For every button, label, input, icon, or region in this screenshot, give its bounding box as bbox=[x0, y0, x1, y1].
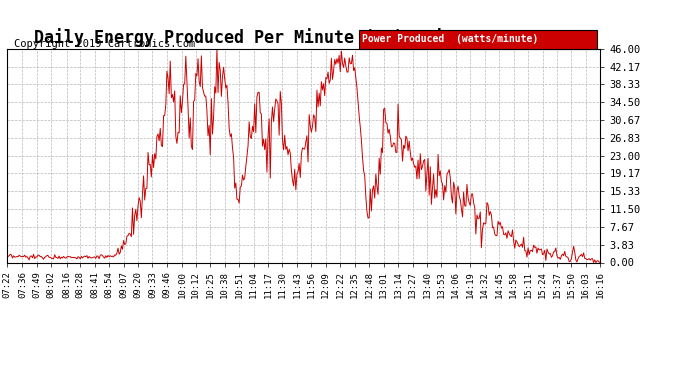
Text: Power Produced  (watts/minute): Power Produced (watts/minute) bbox=[362, 34, 538, 44]
Title: Daily Energy Produced Per Minute (Wm) Fri Dec 20 16:18: Daily Energy Produced Per Minute (Wm) Fr… bbox=[34, 28, 573, 47]
Text: Copyright 2019 Cartronics.com: Copyright 2019 Cartronics.com bbox=[14, 39, 195, 50]
